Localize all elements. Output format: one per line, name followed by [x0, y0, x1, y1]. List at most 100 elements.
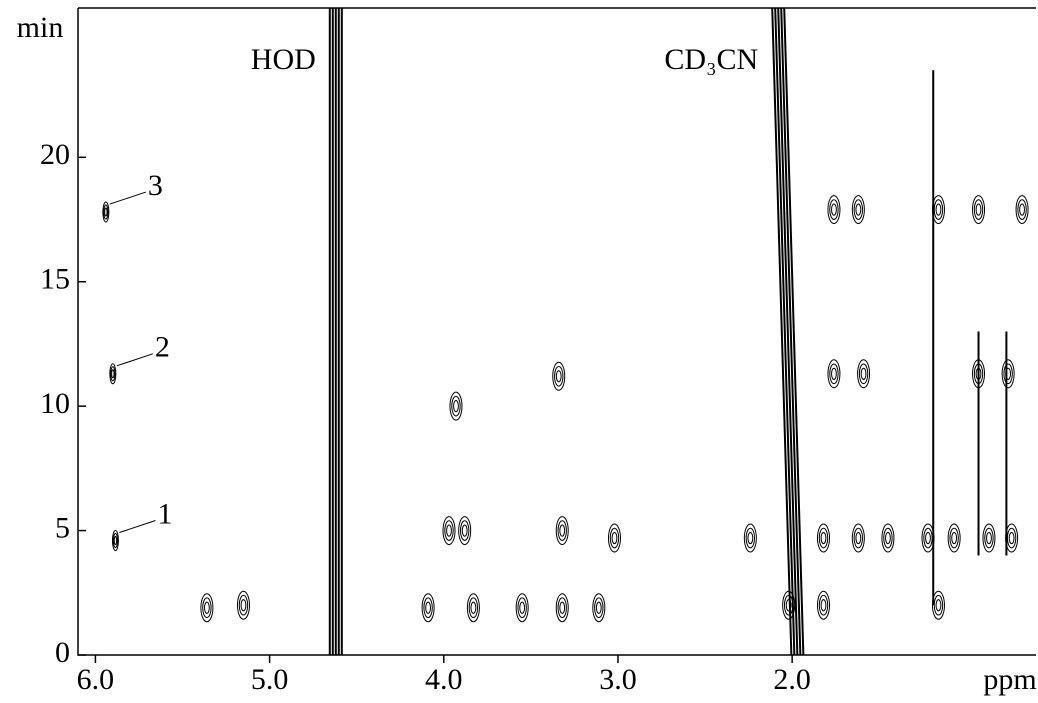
contour [973, 363, 984, 385]
numbered-peak [111, 530, 119, 552]
contour [466, 593, 480, 623]
contour [421, 593, 435, 623]
contour [425, 601, 432, 614]
contour [972, 195, 986, 225]
contour [468, 597, 479, 619]
contour [1017, 199, 1027, 220]
contour [881, 523, 895, 553]
contour [240, 599, 247, 612]
contour [747, 531, 754, 545]
contour [972, 359, 986, 389]
contour [555, 370, 562, 383]
peak [555, 516, 569, 546]
peak [1015, 195, 1029, 225]
contour [933, 594, 944, 616]
contour [1003, 363, 1013, 385]
contour [885, 531, 891, 545]
contour [200, 593, 214, 623]
leader-line [119, 520, 156, 534]
contour [818, 594, 829, 616]
contour [984, 527, 994, 549]
contour [459, 520, 470, 541]
contour [102, 201, 110, 223]
contour [831, 203, 837, 216]
contour [933, 199, 944, 220]
contour [461, 524, 468, 537]
solvent-label: CD₃CN [664, 43, 758, 76]
contour [592, 593, 606, 623]
contour [557, 597, 567, 619]
contour [783, 7, 805, 656]
peak [827, 195, 841, 225]
contour [816, 523, 830, 553]
contour [449, 391, 463, 421]
solvent-ridge [771, 7, 805, 656]
peak [921, 523, 935, 553]
peak [931, 195, 945, 225]
peak-label: 3 [148, 169, 163, 202]
peak [982, 523, 996, 553]
peak [857, 359, 871, 389]
contour [555, 516, 569, 546]
contour [554, 365, 564, 387]
contour [104, 207, 108, 217]
peak-label: 1 [157, 497, 172, 530]
contour [515, 593, 529, 623]
contour [820, 599, 827, 612]
contour [851, 523, 865, 553]
contour [745, 527, 756, 549]
contour [777, 7, 799, 656]
peak [607, 523, 621, 553]
peak [421, 593, 435, 623]
contour [1005, 523, 1019, 553]
contour [951, 531, 958, 545]
x-axis-label: ppm [983, 663, 1036, 696]
contour [785, 599, 792, 612]
peak [449, 391, 463, 421]
y-axis-label: min [17, 11, 64, 44]
contour [110, 366, 116, 382]
peak [743, 523, 757, 553]
contour [444, 520, 454, 541]
peak [947, 523, 961, 553]
contour [453, 400, 459, 413]
contour [236, 590, 250, 620]
solvent-ridge [328, 8, 343, 655]
contour [851, 195, 865, 225]
contour [771, 7, 793, 656]
contour [982, 523, 996, 553]
contour [594, 597, 604, 619]
peak [515, 593, 529, 623]
y-tick-label: 5 [55, 511, 70, 544]
contour [1006, 527, 1017, 549]
contour [611, 531, 618, 545]
peak [851, 195, 865, 225]
peak [931, 590, 945, 620]
contour [935, 599, 942, 612]
solvent-label: HOD [251, 43, 316, 76]
contour [931, 195, 945, 225]
contour [519, 601, 526, 614]
peak [1005, 523, 1019, 553]
contour [883, 527, 893, 549]
contour [853, 527, 864, 549]
contour [1019, 203, 1025, 216]
peak [972, 195, 986, 225]
contour [829, 199, 839, 220]
x-tick-label: 2.0 [773, 663, 811, 696]
contour [112, 533, 119, 549]
contour [816, 590, 830, 620]
contour [855, 531, 862, 545]
leader-line [109, 191, 147, 205]
x-tick-label: 5.0 [251, 663, 289, 696]
peak-label: 2 [155, 331, 170, 364]
contour [111, 530, 119, 552]
y-tick-label: 15 [40, 263, 70, 296]
contour [442, 516, 456, 546]
x-tick-label: 4.0 [425, 663, 463, 696]
contour [827, 359, 841, 389]
peak [442, 516, 456, 546]
contour [783, 594, 794, 616]
contour [774, 7, 796, 656]
peak [827, 359, 841, 389]
